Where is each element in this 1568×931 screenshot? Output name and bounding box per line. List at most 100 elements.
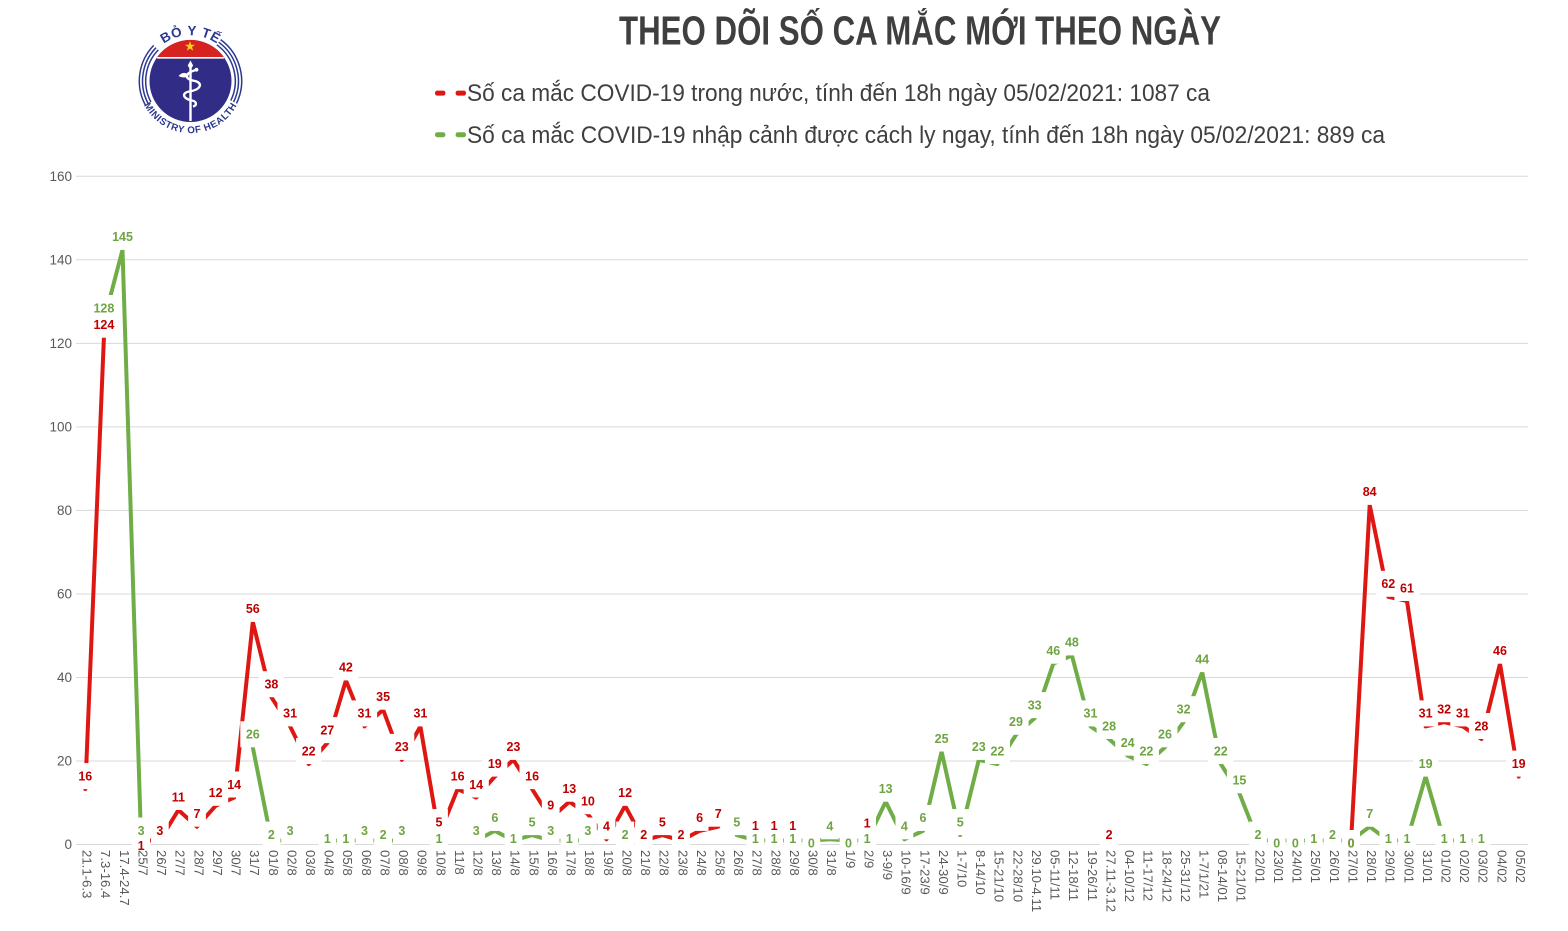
svg-text:3: 3	[287, 824, 294, 838]
svg-text:29/01: 29/01	[1383, 850, 1398, 883]
svg-text:100: 100	[49, 419, 72, 434]
svg-text:19: 19	[1419, 757, 1433, 771]
svg-text:13: 13	[879, 782, 893, 796]
svg-text:21.1-6.3: 21.1-6.3	[80, 850, 95, 898]
svg-text:1-7/1/21: 1-7/1/21	[1197, 850, 1212, 898]
svg-text:24/01: 24/01	[1290, 850, 1305, 883]
svg-text:1: 1	[771, 832, 778, 846]
svg-text:3: 3	[156, 824, 163, 838]
svg-text:26/01: 26/01	[1327, 850, 1342, 883]
svg-text:23: 23	[506, 740, 520, 754]
svg-text:10/8: 10/8	[433, 850, 448, 876]
svg-text:128: 128	[93, 301, 114, 315]
svg-text:124: 124	[93, 318, 114, 332]
svg-text:26/7: 26/7	[154, 850, 169, 876]
svg-text:16: 16	[78, 769, 92, 783]
svg-text:10-16/9: 10-16/9	[899, 850, 914, 895]
svg-text:5: 5	[529, 815, 536, 829]
svg-text:17/8: 17/8	[564, 850, 579, 876]
svg-text:0: 0	[1292, 836, 1299, 850]
svg-text:29.10-4.11: 29.10-4.11	[1029, 850, 1044, 912]
svg-text:5: 5	[957, 815, 964, 829]
svg-text:27.11-3.12: 27.11-3.12	[1103, 850, 1118, 912]
svg-text:30/8: 30/8	[806, 850, 821, 876]
svg-text:56: 56	[246, 602, 260, 616]
svg-text:6: 6	[491, 811, 498, 825]
svg-text:23: 23	[972, 740, 986, 754]
svg-text:25: 25	[935, 732, 949, 746]
svg-text:33: 33	[1028, 698, 1042, 712]
svg-text:25/8: 25/8	[713, 850, 728, 876]
svg-text:27/7: 27/7	[173, 850, 188, 876]
svg-text:22: 22	[1139, 744, 1153, 758]
svg-text:05/02: 05/02	[1513, 850, 1528, 883]
svg-text:28/7: 28/7	[191, 850, 206, 876]
svg-text:0: 0	[808, 836, 815, 850]
svg-text:27: 27	[320, 723, 334, 737]
svg-text:23: 23	[395, 740, 409, 754]
svg-text:6: 6	[920, 811, 927, 825]
svg-text:1: 1	[864, 816, 871, 830]
svg-text:15/8: 15/8	[526, 850, 541, 876]
svg-text:19: 19	[1512, 757, 1526, 771]
svg-text:19: 19	[488, 757, 502, 771]
svg-text:29/8: 29/8	[787, 850, 802, 876]
svg-text:0: 0	[1273, 836, 1280, 850]
svg-text:13/8: 13/8	[489, 850, 504, 876]
svg-text:1/9: 1/9	[843, 850, 858, 868]
svg-text:04/02: 04/02	[1494, 850, 1509, 883]
svg-text:18-24/12: 18-24/12	[1159, 850, 1174, 902]
svg-text:09/8: 09/8	[415, 850, 430, 876]
svg-text:03/02: 03/02	[1476, 850, 1491, 883]
svg-text:2: 2	[622, 828, 629, 842]
svg-text:08-14/01: 08-14/01	[1215, 850, 1230, 902]
svg-text:16: 16	[451, 769, 465, 783]
svg-text:1: 1	[510, 832, 517, 846]
svg-text:15-21/01: 15-21/01	[1234, 850, 1249, 902]
svg-text:27/8: 27/8	[750, 850, 765, 876]
svg-text:16/8: 16/8	[545, 850, 560, 876]
svg-text:24-30/9: 24-30/9	[936, 850, 951, 895]
svg-text:20/8: 20/8	[619, 850, 634, 876]
svg-text:2: 2	[380, 828, 387, 842]
svg-text:19/8: 19/8	[601, 850, 616, 876]
svg-text:19-26/11: 19-26/11	[1085, 850, 1100, 901]
svg-text:14: 14	[469, 778, 483, 792]
svg-text:11/8: 11/8	[452, 850, 467, 875]
svg-text:26/8: 26/8	[731, 850, 746, 876]
svg-text:31: 31	[413, 707, 427, 721]
svg-text:2: 2	[1106, 828, 1113, 842]
svg-text:3-9/9: 3-9/9	[880, 850, 895, 880]
svg-text:2: 2	[678, 828, 685, 842]
svg-text:15: 15	[1232, 774, 1246, 788]
svg-text:1: 1	[138, 839, 145, 853]
svg-text:31/01: 31/01	[1420, 850, 1435, 883]
svg-text:3: 3	[138, 824, 145, 838]
svg-text:8-14/10: 8-14/10	[973, 850, 988, 895]
svg-text:31/8: 31/8	[824, 850, 839, 876]
svg-text:60: 60	[57, 587, 72, 602]
svg-text:5: 5	[436, 815, 443, 829]
svg-text:32: 32	[1177, 703, 1191, 717]
svg-text:5: 5	[659, 815, 666, 829]
svg-text:84: 84	[1363, 485, 1377, 499]
svg-text:1: 1	[864, 832, 871, 846]
svg-text:31: 31	[283, 707, 297, 721]
svg-text:15-21/10: 15-21/10	[992, 850, 1007, 902]
svg-text:22: 22	[1214, 744, 1228, 758]
svg-text:38: 38	[264, 678, 278, 692]
svg-text:1: 1	[771, 819, 778, 833]
svg-text:3: 3	[473, 824, 480, 838]
svg-text:05-11/11: 05-11/11	[1048, 850, 1063, 900]
svg-text:12: 12	[618, 786, 632, 800]
svg-text:28: 28	[1474, 719, 1488, 733]
svg-text:08/8: 08/8	[396, 850, 411, 876]
svg-text:6: 6	[696, 811, 703, 825]
svg-text:05/8: 05/8	[340, 850, 355, 876]
svg-text:32: 32	[1437, 703, 1451, 717]
svg-text:Số ca mắc COVID-19 trong nước,: Số ca mắc COVID-19 trong nước, tính đến …	[467, 80, 1211, 107]
svg-text:4: 4	[603, 820, 610, 834]
svg-text:12: 12	[209, 786, 223, 800]
svg-text:02/8: 02/8	[284, 850, 299, 876]
svg-text:02/02: 02/02	[1457, 850, 1472, 883]
